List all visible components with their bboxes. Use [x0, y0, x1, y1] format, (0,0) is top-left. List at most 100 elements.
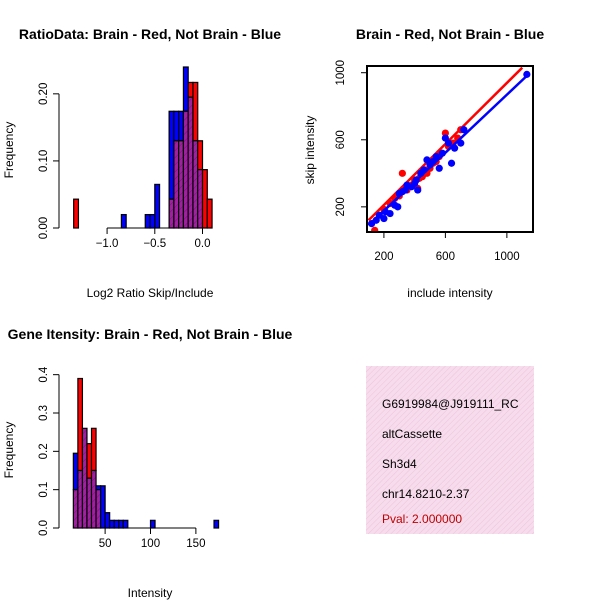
blue-point: [444, 139, 453, 147]
info-location: chr14.8210-2.37: [382, 487, 470, 501]
ratio-histogram-ylabel: Frequency: [2, 122, 16, 179]
blue-bar: [104, 512, 111, 529]
blue-bar: [149, 213, 156, 229]
intensity-histogram-panel: Gene Itensity: Brain - Red, Not Brain - …: [2, 326, 293, 600]
overlap-bar-segment: [178, 140, 185, 229]
blue-point: [394, 203, 402, 211]
red-bar: [206, 198, 213, 229]
blue-point: [386, 209, 394, 218]
scatter-ylabel: skip intensity: [303, 116, 317, 185]
info-panel-background: [366, 366, 534, 534]
red-point: [441, 129, 449, 137]
blue-bar: [118, 519, 124, 529]
blue-bar: [213, 519, 220, 529]
y-tick-label: 0.2: [38, 443, 50, 459]
blue-bar: [99, 485, 106, 529]
overlap-bar-segment: [72, 489, 79, 529]
x-tick-label: 50: [99, 538, 112, 550]
x-tick-label: 600: [436, 251, 455, 263]
overlap-bar-segment: [86, 477, 93, 529]
info-gene: Sh3d4: [382, 457, 417, 471]
blue-bar: [120, 213, 127, 229]
y-tick-label: 600: [335, 130, 347, 149]
blue-point: [414, 186, 422, 194]
info-panel-clip: G6919984@J919111_RC altCassette Sh3d4 ch…: [366, 366, 534, 534]
blue-point: [447, 159, 456, 167]
blue-fit-line: [367, 73, 530, 227]
red-bar-segment: [197, 140, 204, 171]
y-tick-label: 0.4: [38, 366, 50, 383]
blue-bar-segment: [72, 452, 79, 491]
red-point: [398, 169, 406, 177]
blue-bar-segment: [178, 110, 185, 142]
intensity-histogram-title: Gene Itensity: Brain - Red, Not Brain - …: [8, 326, 293, 342]
red-bar-segment: [77, 377, 84, 472]
y-tick-label: 0.00: [38, 217, 50, 239]
scatter-panel: Brain - Red, Not Brain - Blue 200 600 1000…: [303, 26, 544, 300]
blue-point: [460, 126, 468, 134]
red-bar-segment: [192, 81, 199, 142]
overlap-bar-segment: [90, 469, 97, 529]
scatter-frame: [366, 65, 534, 233]
x-tick-label: −1.0: [96, 238, 119, 250]
blue-bar-segment: [182, 66, 189, 112]
y-tick-label: 0.0: [38, 520, 50, 536]
intensity-histogram-xlabel: Intensity: [128, 586, 173, 600]
overlap-bar-segment: [182, 110, 189, 229]
info-event-type: altCassette: [382, 427, 442, 441]
red-bar-segment: [90, 427, 97, 472]
blue-bar-segment: [173, 110, 180, 142]
scatter-clip: [367, 66, 531, 232]
overlap-bar-segment: [192, 140, 199, 229]
overlap-bar-segment: [173, 140, 180, 229]
y-tick-label: 1000: [335, 60, 347, 86]
y-tick-label: 200: [335, 197, 347, 216]
ratio-histogram-xlabel: Log2 Ratio Skip/Include: [87, 286, 214, 300]
intensity-histogram-axes: 50 100 150 0.0 0.1 0.2 0.3 0.4: [38, 366, 205, 550]
blue-bar: [144, 213, 151, 229]
info-pval: Pval: 2.000000: [382, 512, 462, 526]
overlap-bar-segment: [197, 169, 204, 229]
x-tick-label: 1000: [494, 251, 520, 263]
overlap-bar-segment: [81, 427, 88, 529]
blue-bar: [154, 183, 161, 229]
red-bar-segment: [187, 81, 194, 98]
y-tick-label: 0.20: [38, 83, 50, 105]
x-tick-label: 0.0: [195, 238, 211, 250]
scatter-xlabel: include intensity: [407, 286, 492, 300]
info-panel: G6919984@J919111_RC altCassette Sh3d4 ch…: [366, 366, 534, 534]
red-bar: [73, 198, 80, 229]
ratio-histogram-panel: RatioData: Brain - Red, Not Brain - Blue…: [2, 26, 281, 300]
overlap-bar-segment: [187, 96, 194, 229]
intensity-histogram-bars: [72, 377, 220, 529]
red-bar-segment: [86, 443, 93, 479]
x-tick-label: 100: [141, 538, 160, 550]
blue-point: [435, 164, 443, 172]
blue-bar-segment: [168, 110, 175, 200]
x-tick-label: −0.5: [143, 238, 166, 250]
intensity-histogram-ylabel: Frequency: [2, 422, 16, 479]
y-tick-label: 0.10: [38, 150, 50, 172]
overlap-bar-segment: [77, 469, 84, 529]
red-point: [371, 226, 379, 232]
y-tick-label: 0.3: [38, 405, 50, 421]
x-tick-label: 150: [186, 538, 205, 550]
info-probe-id: G6919984@J919111_RC: [382, 397, 519, 411]
blue-bar: [149, 519, 156, 529]
scatter-plot-area: [367, 66, 531, 232]
overlap-bar-segment: [95, 489, 102, 529]
ratio-histogram-axes: −1.0 −0.5 0.0 0.00 0.10 0.20: [38, 83, 211, 250]
blue-bar: [122, 519, 129, 529]
ratio-histogram-title: RatioData: Brain - Red, Not Brain - Blue: [19, 26, 281, 42]
blue-bar: [109, 519, 115, 529]
scatter-title: Brain - Red, Not Brain - Blue: [356, 26, 544, 42]
ratio-histogram-bars: [73, 66, 213, 229]
overlap-bar-segment: [168, 198, 175, 229]
red-bar: [201, 169, 208, 229]
y-tick-label: 0.1: [38, 482, 50, 498]
blue-bar: [113, 519, 120, 529]
blue-point: [380, 214, 388, 223]
x-tick-label: 200: [374, 251, 393, 263]
scatter-axes: 200 600 1000 200 600 1000: [335, 60, 534, 263]
